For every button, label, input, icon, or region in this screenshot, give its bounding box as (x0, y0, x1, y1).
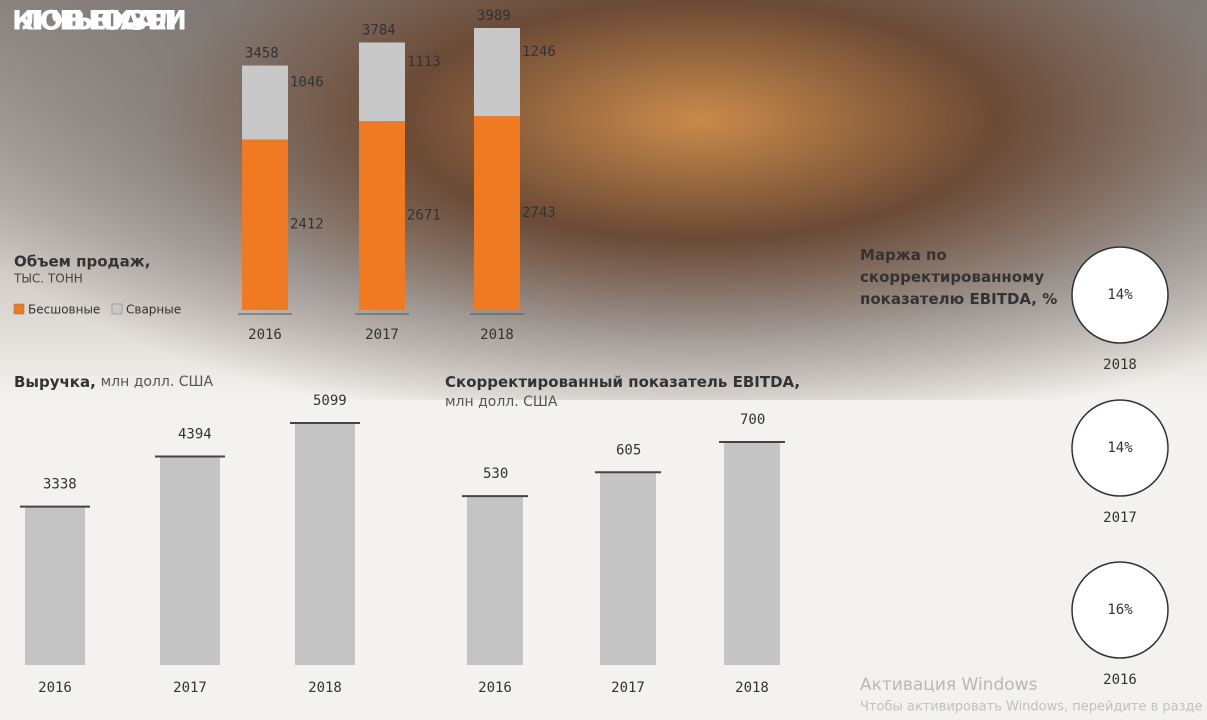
value-label: 2412 (290, 217, 324, 233)
bar-segment (474, 28, 520, 117)
value-label: 14% (1107, 440, 1133, 456)
bar (467, 496, 523, 665)
x-tick-label: 2018 (480, 327, 514, 343)
value-label: 605 (616, 442, 641, 458)
chart-title: Выручка, млн долл. США (14, 373, 213, 391)
total-label: 3458 (245, 46, 279, 62)
bar-segment (242, 65, 288, 140)
chart-subtitle: млн долл. США (101, 374, 214, 390)
value-label: 5099 (313, 393, 347, 409)
bar-segment (474, 116, 520, 310)
value-label: 700 (740, 412, 765, 428)
x-tick-label: 2016 (478, 680, 512, 696)
watermark-title: Активация Windows (860, 675, 1038, 695)
bar (160, 456, 220, 665)
chart-title-text: Скорректированный показатель EBITDA, (445, 373, 800, 391)
legend-swatch (13, 303, 25, 315)
value-label: 1113 (407, 54, 441, 70)
chart-subtitle: млн долл. США (445, 394, 558, 410)
x-tick-label: 2016 (38, 680, 72, 696)
value-label: 4394 (178, 426, 212, 442)
bar (724, 442, 780, 665)
bar (295, 423, 355, 665)
value-label: 16% (1107, 602, 1133, 618)
chart-title: Маржа по скорректированному показателю EBI… (860, 246, 1057, 308)
background-photo (0, 0, 1207, 400)
bar-segment (359, 121, 405, 310)
chart-title: Скорректированный показатель EBITDA, (445, 373, 800, 391)
category-label: 2016 (1103, 672, 1137, 688)
bar-segment (242, 139, 288, 310)
value-label: 1046 (290, 75, 324, 91)
margin-circle (1071, 246, 1169, 344)
value-label: 2671 (407, 208, 441, 224)
chart-title: Объем продаж, (14, 253, 150, 271)
value-label: 2743 (522, 205, 556, 221)
total-label: 3989 (477, 8, 511, 24)
x-tick-label: 2018 (308, 680, 342, 696)
total-label: 3784 (362, 22, 396, 38)
page-title: КЛЮЧЕВЫЕ ПОКАЗАТЕЛИ (12, 6, 187, 37)
bar (25, 506, 85, 665)
watermark-text: Чтобы активировать Windows, перейдите в … (860, 700, 1203, 715)
x-tick-label: 2017 (173, 680, 207, 696)
x-tick-label: 2018 (735, 680, 769, 696)
bar (600, 472, 656, 665)
value-label: 530 (483, 466, 508, 482)
category-label: 2018 (1103, 357, 1137, 373)
chart-subtitle: ТЫС. ТОНН (13, 272, 83, 286)
legend-label: Сварные (126, 303, 181, 317)
margin-circle (1071, 561, 1169, 659)
x-tick-label: 2017 (365, 327, 399, 343)
legend-swatch (111, 303, 123, 315)
value-label: 3338 (43, 477, 77, 493)
bar-segment (359, 42, 405, 122)
x-tick-label: 2016 (248, 327, 282, 343)
chart-title-text: Выручка, (14, 373, 96, 391)
legend-label: Бесшовные (28, 303, 100, 317)
value-label: 1246 (522, 44, 556, 60)
value-label: 14% (1107, 287, 1133, 303)
x-tick-label: 2017 (611, 680, 645, 696)
margin-circle (1071, 399, 1169, 497)
category-label: 2017 (1103, 510, 1137, 526)
